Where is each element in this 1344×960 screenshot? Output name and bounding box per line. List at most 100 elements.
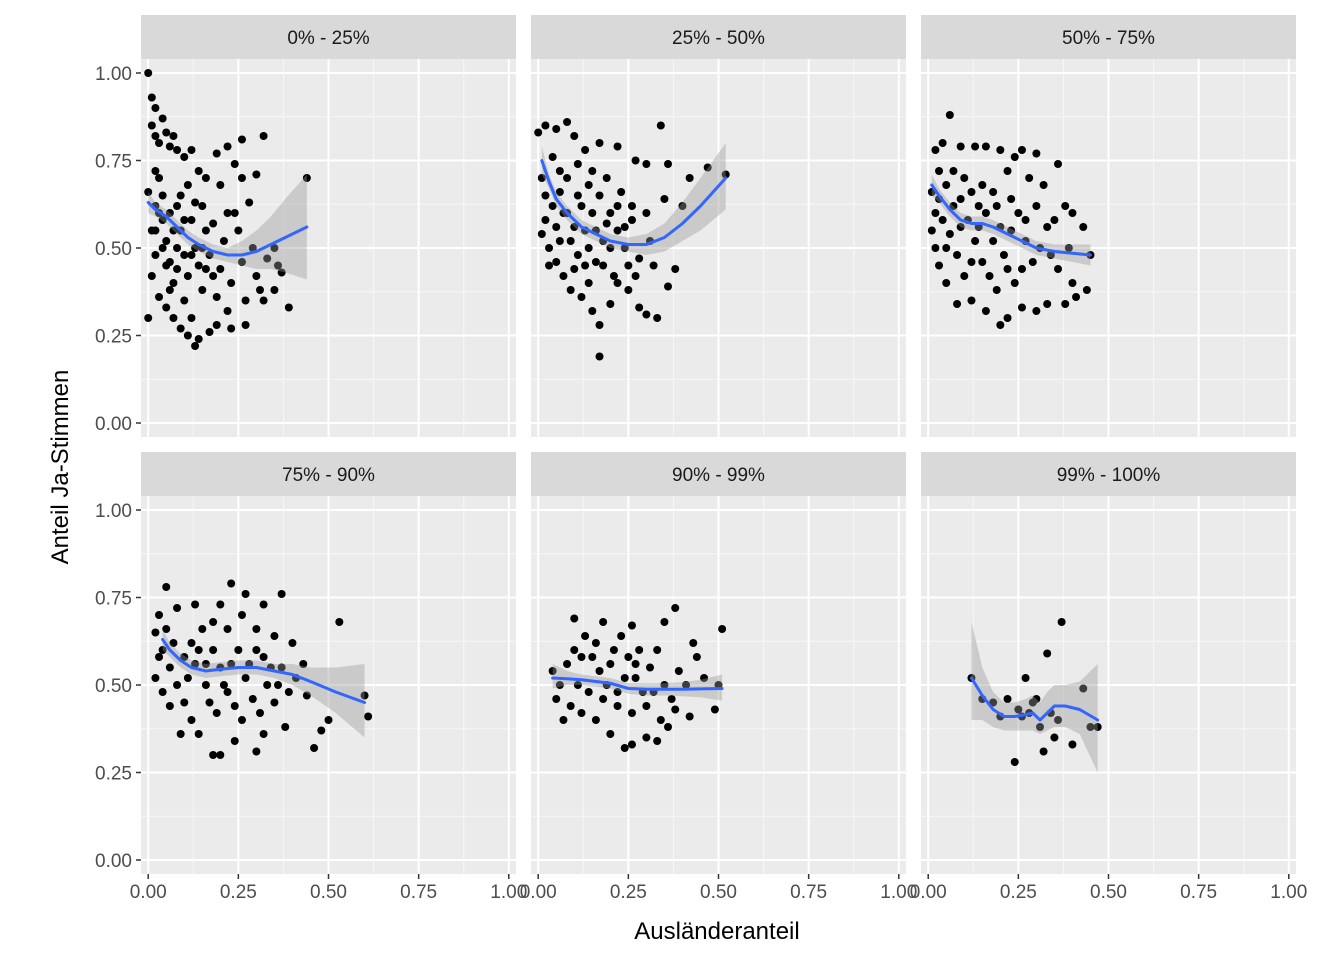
data-point [169, 279, 178, 287]
data-point [627, 216, 636, 224]
data-point [635, 254, 644, 263]
data-point [660, 681, 669, 689]
data-point [591, 716, 600, 724]
data-point [183, 272, 192, 280]
data-point [613, 142, 622, 151]
data-point [537, 230, 546, 238]
data-point [552, 258, 561, 266]
x-axes-layer: 0.00 0.25 0.50 0.75 1.000.00 0.25 0.50 0.75 1.00… [130, 874, 1307, 903]
data-point [620, 674, 629, 682]
data-point [996, 146, 1005, 154]
data-point [147, 121, 156, 130]
data-point [967, 188, 976, 196]
data-point [173, 265, 182, 273]
data-point [274, 681, 283, 689]
data-point [259, 296, 268, 305]
data-point [671, 705, 680, 714]
data-point [577, 202, 586, 210]
data-point [183, 181, 192, 189]
data-point [151, 132, 160, 140]
facet-strip-label: 0% - 25% [287, 28, 369, 49]
data-point [989, 237, 998, 245]
y-axis: 0.00 0.25 0.50 0.75 1.00 [95, 501, 141, 872]
data-point [935, 261, 944, 270]
data-point [151, 167, 160, 175]
data-point [545, 261, 554, 270]
data-point [620, 244, 629, 252]
data-point [1021, 216, 1030, 224]
data-point [555, 681, 564, 689]
data-point [209, 618, 218, 626]
data-point [187, 216, 196, 224]
data-point [180, 153, 189, 161]
smooth-line [146, 201, 309, 257]
data-point [971, 237, 980, 245]
data-point [335, 618, 344, 626]
data-point [187, 639, 196, 647]
data-point [147, 93, 156, 102]
data-point [194, 167, 203, 175]
data-point [1025, 174, 1034, 182]
data-point [259, 132, 268, 140]
data-point [155, 611, 164, 619]
data-point [237, 258, 246, 266]
data-point [223, 142, 232, 151]
data-point [1032, 149, 1041, 158]
data-point [248, 244, 257, 252]
confidence-ribbon [552, 664, 723, 701]
data-point [570, 614, 579, 623]
data-point [563, 174, 572, 182]
data-point [588, 307, 597, 315]
data-point [237, 611, 246, 619]
data-point [627, 740, 636, 749]
data-point [992, 286, 1001, 294]
data-point [685, 174, 694, 182]
data-point [259, 600, 268, 609]
facet-panel: 99% - 100% [921, 452, 1296, 874]
smooth-line [540, 159, 728, 246]
data-point [541, 191, 550, 200]
data-point [534, 128, 543, 137]
data-point [584, 688, 593, 696]
data-point [1010, 758, 1019, 766]
data-point [949, 202, 958, 210]
facet-strip [921, 452, 1296, 496]
data-point [173, 681, 182, 689]
data-point [956, 195, 965, 203]
data-point [700, 674, 709, 682]
data-point [151, 628, 160, 637]
data-point [324, 716, 333, 724]
data-point [165, 209, 174, 217]
data-point [187, 314, 196, 322]
data-point [992, 202, 1001, 210]
data-point [1007, 195, 1016, 203]
data-point [956, 142, 965, 151]
x-tick-label: 0.25 [220, 882, 257, 903]
data-point [241, 296, 250, 305]
data-point [588, 653, 597, 661]
data-point [631, 272, 640, 280]
data-point [277, 590, 286, 598]
data-point [624, 261, 633, 270]
confidence-ribbon [971, 622, 1098, 773]
data-point [1068, 209, 1077, 217]
data-point [1061, 300, 1070, 308]
data-point [155, 174, 164, 182]
data-point [201, 265, 210, 273]
x-tick-label: 1.00 [880, 882, 917, 903]
data-point [581, 146, 590, 154]
data-point [555, 237, 564, 245]
data-point [1043, 223, 1052, 231]
data-point [537, 174, 546, 182]
panel-grid [531, 496, 906, 874]
data-point [545, 244, 554, 252]
data-point [1017, 303, 1026, 312]
data-point [194, 335, 203, 343]
facet-panel: 50% - 75% [921, 15, 1296, 437]
data-point [212, 321, 221, 329]
data-point [627, 709, 636, 717]
data-point [1079, 223, 1088, 231]
data-point [223, 209, 232, 217]
data-point [144, 188, 153, 196]
data-point [1010, 153, 1019, 161]
